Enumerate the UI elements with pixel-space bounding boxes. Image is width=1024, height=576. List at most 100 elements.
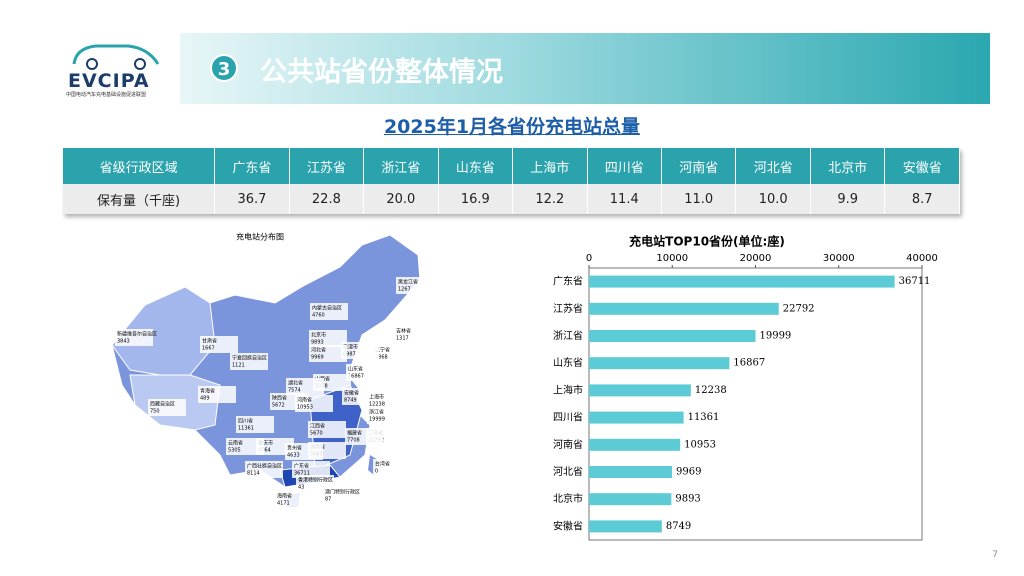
table-cell: 12.2 bbox=[512, 184, 588, 214]
map-label-value: 5672 bbox=[272, 403, 285, 409]
table-cell: 9.9 bbox=[810, 184, 886, 214]
table-cell: 22.8 bbox=[289, 184, 365, 214]
map-label-box bbox=[394, 326, 432, 343]
map-label-value: 5305 bbox=[228, 448, 241, 454]
bar bbox=[589, 302, 779, 315]
map-label-box bbox=[286, 378, 324, 395]
table-cell: 36.7 bbox=[214, 184, 290, 214]
table-header-cell: 安徽省 bbox=[884, 148, 960, 184]
header-banner bbox=[180, 33, 990, 104]
map-label-name: 甘肃省 bbox=[202, 338, 217, 345]
map-label-box bbox=[148, 399, 186, 416]
table-cell: 11.0 bbox=[661, 184, 737, 214]
map-label-box bbox=[323, 487, 361, 504]
y-tick-label: 河北省 bbox=[553, 465, 583, 478]
chart-title: 充电站TOP10省份(单位:座) bbox=[629, 234, 785, 249]
map-label-value: 1267 bbox=[398, 287, 411, 293]
map-label-box bbox=[345, 428, 383, 445]
y-tick-label: 山东省 bbox=[553, 356, 583, 369]
table-header-cell: 上海市 bbox=[512, 148, 588, 184]
map-label-value: 7868 bbox=[375, 355, 388, 361]
map-label-value: 8114 bbox=[247, 471, 260, 477]
map-label-value: 8749 bbox=[344, 398, 357, 404]
map-label-value: 5670 bbox=[310, 431, 323, 437]
map-label-name: 江西省 bbox=[310, 423, 325, 430]
table-cell: 16.9 bbox=[438, 184, 514, 214]
logo-text: EVCIPA bbox=[68, 70, 150, 92]
bar bbox=[589, 357, 730, 370]
map-label-box bbox=[309, 330, 347, 347]
value-label: 10953 bbox=[684, 439, 716, 450]
map-label-box bbox=[200, 336, 238, 353]
table-header-cell: 河北省 bbox=[735, 148, 811, 184]
map-label-box bbox=[198, 386, 236, 403]
map-label-name: 辽宁省 bbox=[375, 347, 390, 354]
logo-icon bbox=[72, 44, 160, 70]
map-label-name: 贵州省 bbox=[287, 445, 302, 452]
map-label-value: 4633 bbox=[287, 453, 300, 459]
table-cell: 10.0 bbox=[735, 184, 811, 214]
map-label-box bbox=[275, 491, 313, 508]
map-label-box bbox=[373, 345, 411, 362]
y-tick-label: 上海市 bbox=[553, 383, 583, 396]
map-label-box bbox=[115, 329, 153, 346]
y-tick-label: 北京市 bbox=[553, 492, 583, 505]
bar-chart: 充电站TOP10省份(单位:座) 0 10000 20000 30000 40000 广东… bbox=[553, 234, 938, 541]
map-label-value: 87 bbox=[325, 497, 331, 503]
x-tick-label: 10000 bbox=[656, 253, 688, 264]
table-header-cell: 北京市 bbox=[810, 148, 886, 184]
value-label: 11361 bbox=[688, 412, 720, 423]
y-tick-label: 安徽省 bbox=[553, 519, 583, 532]
value-label: 9969 bbox=[676, 467, 701, 478]
map-label-box bbox=[367, 407, 405, 424]
map-label-value: 19999 bbox=[369, 417, 385, 423]
map-label-name: 新疆维吾尔自治区 bbox=[117, 331, 157, 338]
map-label-value: 4171 bbox=[277, 501, 290, 507]
map-label-value: 12238 bbox=[369, 402, 385, 408]
map-label-value: 9969 bbox=[311, 355, 324, 361]
table-header-cell: 河南省 bbox=[661, 148, 737, 184]
map-label-value: 489 bbox=[200, 396, 210, 402]
table-header-cell: 省级行政区域 bbox=[63, 148, 216, 184]
map-label-name: 四川省 bbox=[238, 418, 253, 425]
map-label-box bbox=[310, 303, 348, 320]
value-label: 9893 bbox=[675, 494, 700, 505]
map-label-name: 湖北省 bbox=[288, 380, 303, 387]
y-tick-label: 广东省 bbox=[553, 275, 583, 288]
map-label-value: 7708 bbox=[347, 438, 360, 444]
map-label-name: 广东省 bbox=[294, 463, 309, 470]
bar bbox=[589, 520, 662, 533]
map-label-name: 青海省 bbox=[200, 388, 215, 395]
map-label-name: 台湾省 bbox=[375, 461, 390, 468]
map-label-value: 1667 bbox=[202, 346, 215, 352]
map-label-name: 上海市 bbox=[369, 394, 384, 401]
map-label-name: 天津市 bbox=[343, 344, 358, 351]
map-label-value: 3843 bbox=[117, 339, 130, 345]
map-label-box bbox=[367, 392, 405, 409]
map-label-box bbox=[236, 416, 274, 433]
table: 省级行政区域 广东省 江苏省 浙江省 山东省 上海市 四川省 河南省 河北省 北京市 安徽省 保有量（… bbox=[63, 148, 960, 214]
bar bbox=[589, 275, 895, 288]
map-label-box bbox=[396, 277, 434, 294]
map-label-box bbox=[295, 395, 333, 412]
map-title: 充电站分布图 bbox=[236, 232, 284, 242]
table-header-cell: 四川省 bbox=[587, 148, 663, 184]
map-label-name: 西藏自治区 bbox=[150, 401, 175, 408]
x-tick-label: 40000 bbox=[906, 253, 938, 264]
map-label-value: 7574 bbox=[288, 388, 301, 394]
page-number: 7 bbox=[992, 550, 998, 560]
table-cell: 11.4 bbox=[587, 184, 663, 214]
